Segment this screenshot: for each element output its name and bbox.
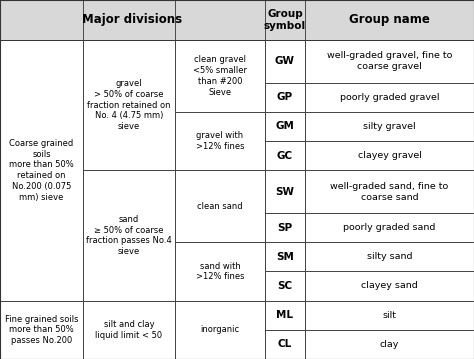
Bar [265,83,305,112]
Bar [265,141,305,170]
Text: well-graded sand, fine to
coarse sand: well-graded sand, fine to coarse sand [330,182,448,201]
Bar [265,300,305,330]
Text: Major divisions: Major divisions [82,14,182,27]
Text: SM: SM [276,252,294,262]
Bar [305,141,474,170]
Text: sand
≥ 50% of coarse
fraction passes No.4
sieve: sand ≥ 50% of coarse fraction passes No.… [86,215,172,256]
Text: silt and clay
liquid limit < 50: silt and clay liquid limit < 50 [95,320,163,340]
Bar [305,83,474,112]
Bar [265,170,305,213]
Bar [305,242,474,271]
Bar [83,40,175,170]
Text: clayey gravel: clayey gravel [357,151,421,160]
Text: poorly graded gravel: poorly graded gravel [340,93,439,102]
Bar [175,170,265,242]
Text: silty sand: silty sand [367,252,412,261]
Text: GM: GM [275,121,294,131]
Bar [83,170,175,300]
Text: Group name: Group name [349,14,430,27]
Text: GC: GC [277,151,293,161]
Bar [305,271,474,300]
Bar [0,40,83,300]
Text: clayey sand: clayey sand [361,281,418,290]
Text: Fine grained soils
more than 50%
passes No.200: Fine grained soils more than 50% passes … [5,314,78,345]
Bar [305,300,474,330]
Text: GP: GP [277,92,293,102]
Text: ML: ML [276,310,293,320]
Bar [265,40,305,83]
Bar [265,330,305,359]
Text: clay: clay [380,340,399,349]
Text: Coarse grained
soils
more than 50%
retained on
No.200 (0.075
mm) sieve: Coarse grained soils more than 50% retai… [9,139,74,202]
Bar [175,112,265,170]
Text: GW: GW [275,56,295,66]
Bar [305,112,474,141]
Text: well-graded gravel, fine to
coarse gravel: well-graded gravel, fine to coarse grave… [327,51,452,71]
Text: gravel
> 50% of coarse
fraction retained on
No. 4 (4.75 mm)
sieve: gravel > 50% of coarse fraction retained… [87,79,171,131]
Text: gravel with
>12% fines: gravel with >12% fines [196,131,244,151]
Text: Group
symbol: Group symbol [264,9,306,31]
Text: CL: CL [278,339,292,349]
Text: sand with
>12% fines: sand with >12% fines [196,261,244,281]
Text: SP: SP [277,223,292,233]
Bar [0,0,474,40]
Text: clean gravel
<5% smaller
than #200
Sieve: clean gravel <5% smaller than #200 Sieve [193,55,247,97]
Bar [305,213,474,242]
Bar [305,330,474,359]
Text: poorly graded sand: poorly graded sand [343,223,436,232]
Text: silt: silt [383,311,396,320]
Bar [175,40,265,112]
Bar [265,242,305,271]
Bar [175,300,265,359]
Bar [265,213,305,242]
Bar [0,300,83,359]
Text: silty gravel: silty gravel [363,122,416,131]
Bar [265,112,305,141]
Bar [175,242,265,300]
Bar [305,40,474,83]
Text: SW: SW [275,187,294,197]
Bar [305,170,474,213]
Text: clean sand: clean sand [197,202,243,211]
Bar [83,300,175,359]
Text: inorganic: inorganic [201,325,239,334]
Text: SC: SC [277,281,292,291]
Bar [265,271,305,300]
